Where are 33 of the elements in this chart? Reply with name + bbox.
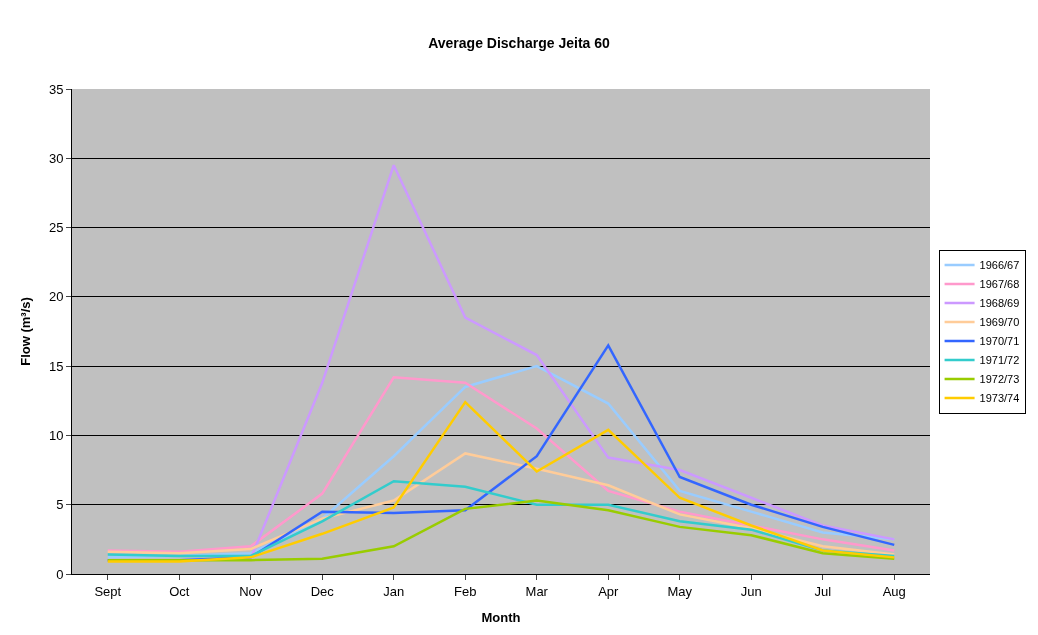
- y-tick-label: 15: [48, 358, 64, 374]
- x-axis-title: Month: [481, 610, 521, 626]
- line-series: [106, 400, 896, 563]
- legend-label: 1968/69: [979, 297, 1020, 310]
- y-tick-label: 25: [48, 220, 64, 236]
- x-tick-label: Aug: [882, 583, 906, 599]
- legend-label: 1972/73: [979, 373, 1020, 386]
- x-tick-label: Nov: [239, 583, 263, 599]
- line-series: [106, 452, 896, 556]
- y-tick-label: 10: [48, 427, 64, 443]
- y-tick-label: 30: [48, 150, 64, 166]
- x-tick-label: Apr: [598, 583, 620, 599]
- x-tick-label: Oct: [169, 583, 190, 599]
- x-tick-label: Mar: [525, 583, 549, 599]
- legend-label: 1973/74: [979, 392, 1020, 405]
- legend-label: 1969/70: [979, 316, 1020, 329]
- x-tick-label: May: [667, 583, 693, 599]
- legend-label: 1967/68: [979, 278, 1020, 291]
- x-tick-label: Jan: [383, 583, 405, 599]
- chart-title: Average Discharge Jeita 60: [428, 34, 610, 51]
- legend-label: 1970/71: [979, 335, 1020, 348]
- legend-label: 1966/67: [979, 259, 1020, 272]
- y-tick-label: 35: [48, 81, 64, 97]
- x-tick-label: Sept: [94, 583, 122, 599]
- y-tick-label: 20: [48, 289, 64, 305]
- y-tick-label: 5: [56, 497, 64, 513]
- x-tick-label: Jun: [740, 583, 762, 599]
- legend-label: 1971/72: [979, 354, 1020, 367]
- x-tick-label: Feb: [454, 583, 477, 599]
- y-tick-label: 0: [56, 566, 64, 582]
- y-axis-title: Flow (m³/s): [17, 297, 33, 366]
- x-tick-label: Dec: [310, 583, 335, 599]
- x-tick-label: Jul: [814, 583, 832, 599]
